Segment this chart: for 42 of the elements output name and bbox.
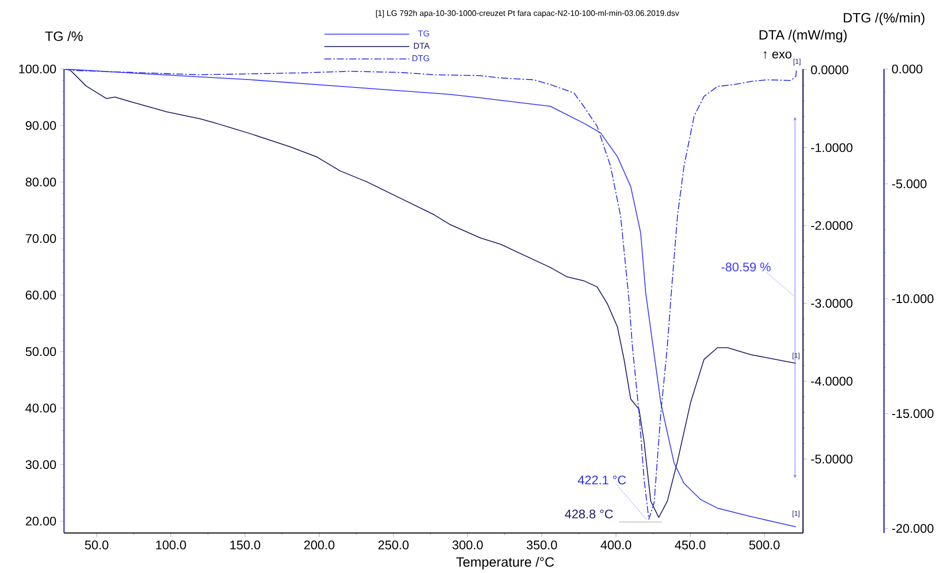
y-tick-label: 50.00 bbox=[26, 347, 56, 356]
y-tick-label: 80.00 bbox=[26, 178, 56, 187]
y-tick-label: 40.00 bbox=[25, 404, 56, 413]
x-axis-title: Temperature /°C bbox=[456, 556, 554, 570]
y-tick-label: 90.00 bbox=[26, 121, 56, 130]
chart-title: [1] LG 792h apa-10-30-1000-creuzet Pt fara capac-N2-10-100-ml-min-03.06.2019.dsv bbox=[376, 10, 680, 18]
y3-tick-label: 0.000 bbox=[892, 64, 922, 74]
x-tick-label: 300.0 bbox=[452, 540, 483, 550]
x-tick-label: 200.0 bbox=[304, 540, 334, 550]
y2-tick-label: 0.0000 bbox=[811, 65, 848, 74]
x-tick-label: 150.0 bbox=[230, 540, 260, 550]
text: ↑ exo bbox=[764, 51, 792, 59]
y3-tick-label: -5.000 bbox=[892, 180, 926, 188]
y-tick-label: 100.00 bbox=[19, 64, 56, 74]
x-tick-label: 450.0 bbox=[674, 540, 706, 550]
y-tick-label: 60.00 bbox=[26, 290, 56, 300]
x-tick-label: 350.0 bbox=[526, 540, 557, 550]
y2-tick-label: -5.0000 bbox=[811, 454, 852, 464]
text: DTA bbox=[414, 42, 430, 49]
annotation: 428.8 °C bbox=[564, 510, 613, 519]
x-tick-label: 250.0 bbox=[378, 540, 409, 550]
y2-tick-label: -2.0000 bbox=[811, 221, 852, 230]
annotation: -80.59 % bbox=[722, 262, 771, 272]
y3-tick-label: -20.000 bbox=[892, 524, 934, 533]
y2-tick-label: -4.0000 bbox=[811, 376, 852, 386]
x-tick-label: 400.0 bbox=[600, 540, 632, 550]
text: TG bbox=[418, 30, 430, 37]
y-axis-title: TG /% bbox=[45, 31, 83, 42]
series-label: DTG bbox=[412, 55, 430, 62]
x-tick-label: 500.0 bbox=[749, 540, 780, 550]
y-tick-label: 30.00 bbox=[26, 460, 56, 470]
y3-tick-label: -15.000 bbox=[892, 409, 934, 418]
y-tick-label: 20.00 bbox=[26, 516, 56, 526]
y3-tick-label: -10.000 bbox=[892, 294, 934, 304]
y-tick-label: 70.00 bbox=[26, 234, 56, 244]
y3-axis-title: DTG /(%/min) bbox=[844, 12, 924, 26]
x-tick-label: 50.0 bbox=[84, 540, 108, 550]
y2-axis-title: DTA /(mW/mg) bbox=[760, 30, 847, 42]
y2-tick-label: -3.0000 bbox=[811, 299, 852, 308]
y2-tick-label: -1.0000 bbox=[811, 143, 852, 152]
x-tick-label: 100.0 bbox=[156, 540, 186, 550]
annotation: 422.1 °C bbox=[578, 476, 626, 485]
